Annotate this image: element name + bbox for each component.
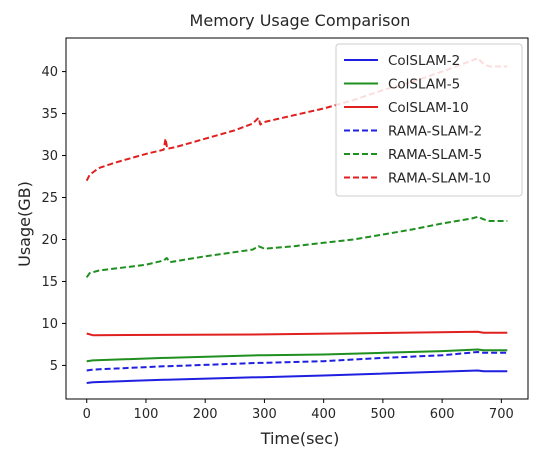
axis-ticks: 0 100 200 300 400 500 600 700 5 10 15 20 25 30 35 40 xyxy=(41,65,513,422)
chart-title: Memory Usage Comparison xyxy=(190,11,411,30)
series-line-rama-slam-5 xyxy=(85,215,508,278)
legend-label: RAMA-SLAM-2 xyxy=(388,124,482,140)
y-tick-label: 25 xyxy=(41,191,58,206)
legend-label: ColSLAM-2 xyxy=(388,53,460,69)
x-tick-label: 200 xyxy=(193,407,218,422)
legend-label: ColSLAM-10 xyxy=(388,100,469,116)
y-axis-title: Usage(GB) xyxy=(15,181,34,267)
y-tick-label: 40 xyxy=(41,65,58,80)
series-line-rama-slam-2 xyxy=(86,351,508,372)
plot-frame xyxy=(65,37,529,400)
x-tick-label: 0 xyxy=(83,407,91,422)
y-tick-label: 10 xyxy=(41,317,58,332)
y-tick-label: 30 xyxy=(41,149,58,164)
y-tick-label: 20 xyxy=(41,233,58,248)
series-line-colslam-5 xyxy=(86,348,508,363)
x-tick-label: 600 xyxy=(430,407,455,422)
legend-box xyxy=(335,43,523,197)
y-tick-label: 15 xyxy=(41,275,58,290)
x-tick-label: 400 xyxy=(311,407,336,422)
y-tick-label: 5 xyxy=(50,359,58,374)
legend-label: RAMA-SLAM-10 xyxy=(388,171,491,187)
series-line-colslam-2 xyxy=(86,369,508,384)
y-tick-label: 35 xyxy=(41,107,58,122)
legend-label: ColSLAM-5 xyxy=(388,77,460,93)
x-tick-label: 100 xyxy=(134,407,159,422)
series-line-colslam-10 xyxy=(86,330,508,337)
legend: ColSLAM-2 ColSLAM-5 ColSLAM-10 RAMA-SLAM-2 R… xyxy=(335,43,523,197)
x-axis-title: Time(sec) xyxy=(260,429,340,448)
x-tick-label: 300 xyxy=(252,407,277,422)
legend-label: RAMA-SLAM-5 xyxy=(388,147,482,163)
x-tick-label: 700 xyxy=(489,407,514,422)
x-tick-label: 500 xyxy=(370,407,395,422)
